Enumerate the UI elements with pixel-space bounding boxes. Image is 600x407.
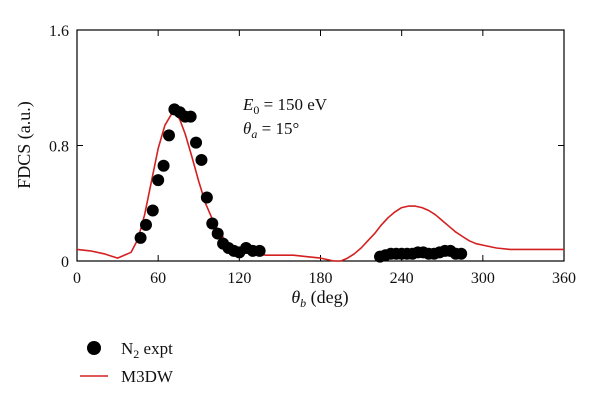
x-tick-label: 240 <box>390 270 414 287</box>
expt-point <box>162 129 175 142</box>
x-tick-label: 0 <box>73 270 81 287</box>
legend-expt-marker <box>87 341 101 355</box>
expt-point <box>157 159 170 172</box>
expt-point <box>146 204 159 217</box>
expt-point <box>211 227 224 240</box>
y-axis-title: FDCS (a.u.) <box>14 101 35 189</box>
annotation-energy: E0 = 150 eV <box>242 95 328 117</box>
expt-point <box>206 217 219 230</box>
expt-point <box>139 218 152 231</box>
expt-point <box>134 231 147 244</box>
expt-point <box>455 247 468 260</box>
x-tick-label: 360 <box>552 270 576 287</box>
legend-theory-label: M3DW <box>121 367 174 386</box>
annotation-angle: θa = 15° <box>243 119 299 141</box>
expt-point <box>200 191 213 204</box>
expt-point <box>190 136 203 149</box>
x-tick-label: 180 <box>309 270 333 287</box>
expt-point <box>184 110 197 123</box>
x-tick-label: 300 <box>471 270 495 287</box>
x-axis-title: θb (deg) <box>291 287 348 310</box>
theory-series <box>76 112 564 262</box>
y-tick-labels: 0 0.8 1.6 <box>49 23 69 271</box>
legend-expt-label: N2 expt <box>121 339 173 361</box>
expt-point <box>253 244 266 257</box>
y-tick-label: 0 <box>61 254 69 271</box>
legend: N2 expt M3DW <box>80 339 174 386</box>
expt-point <box>195 153 208 166</box>
expt-point <box>152 174 165 187</box>
x-tick-label: 60 <box>150 270 166 287</box>
y-tick-label: 0.8 <box>49 139 69 156</box>
x-tick-label: 120 <box>227 270 251 287</box>
m3dw-line <box>76 112 564 262</box>
x-tick-labels: 0 60 120 180 240 300 360 <box>73 270 576 287</box>
experiment-series <box>134 103 468 263</box>
y-tick-label: 1.6 <box>49 23 69 40</box>
